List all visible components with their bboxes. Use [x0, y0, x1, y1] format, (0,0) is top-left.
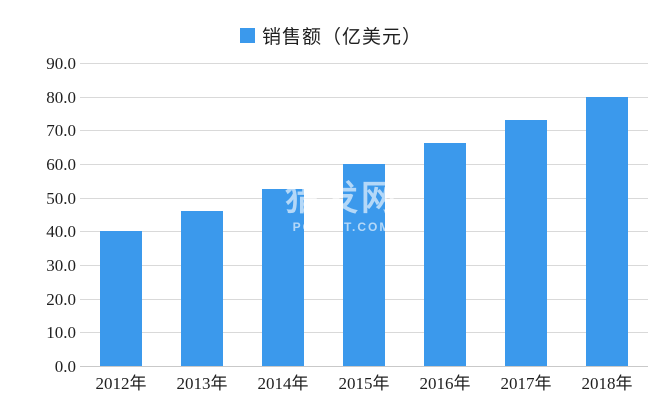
x-tick-label-2015年: 2015年	[338, 374, 390, 393]
bar-2013年	[181, 211, 223, 366]
x-axis-line	[80, 366, 648, 367]
bar-2012年	[100, 231, 142, 366]
y-tick-label-70.0: 70.0	[46, 121, 76, 140]
bar-2018年	[586, 97, 628, 366]
legend-label: 销售额（亿美元）	[261, 27, 422, 48]
y-tick-label-80.0: 80.0	[46, 88, 76, 107]
y-tick-label-50.0: 50.0	[46, 189, 76, 208]
bar-2017年	[505, 120, 547, 366]
x-tick-label-2013年: 2013年	[176, 374, 228, 393]
y-tick-label-0.0: 0.0	[54, 357, 76, 376]
x-tick-label-2018年: 2018年	[581, 374, 633, 393]
x-tick-label-2017年: 2017年	[500, 374, 552, 393]
y-tick-label-90.0: 90.0	[46, 54, 76, 73]
y-tick-label-10.0: 10.0	[46, 323, 76, 342]
y-tick-label-20.0: 20.0	[46, 290, 76, 309]
gridline-80	[80, 97, 648, 98]
y-tick-label-60.0: 60.0	[46, 155, 76, 174]
y-tick-label-30.0: 30.0	[46, 256, 76, 275]
gridline-90	[80, 63, 648, 64]
y-tick-label-40.0: 40.0	[46, 222, 76, 241]
bar-2014年	[262, 189, 304, 366]
legend-color-swatch	[239, 28, 255, 43]
bar-2015年	[343, 164, 385, 366]
gridline-70	[80, 130, 648, 131]
x-tick-label-2016年: 2016年	[419, 374, 471, 393]
bar-2016年	[424, 143, 466, 366]
x-tick-label-2014年: 2014年	[257, 374, 309, 393]
x-tick-label-2012年: 2012年	[95, 374, 147, 393]
legend: 销售额（亿美元）	[0, 22, 662, 49]
